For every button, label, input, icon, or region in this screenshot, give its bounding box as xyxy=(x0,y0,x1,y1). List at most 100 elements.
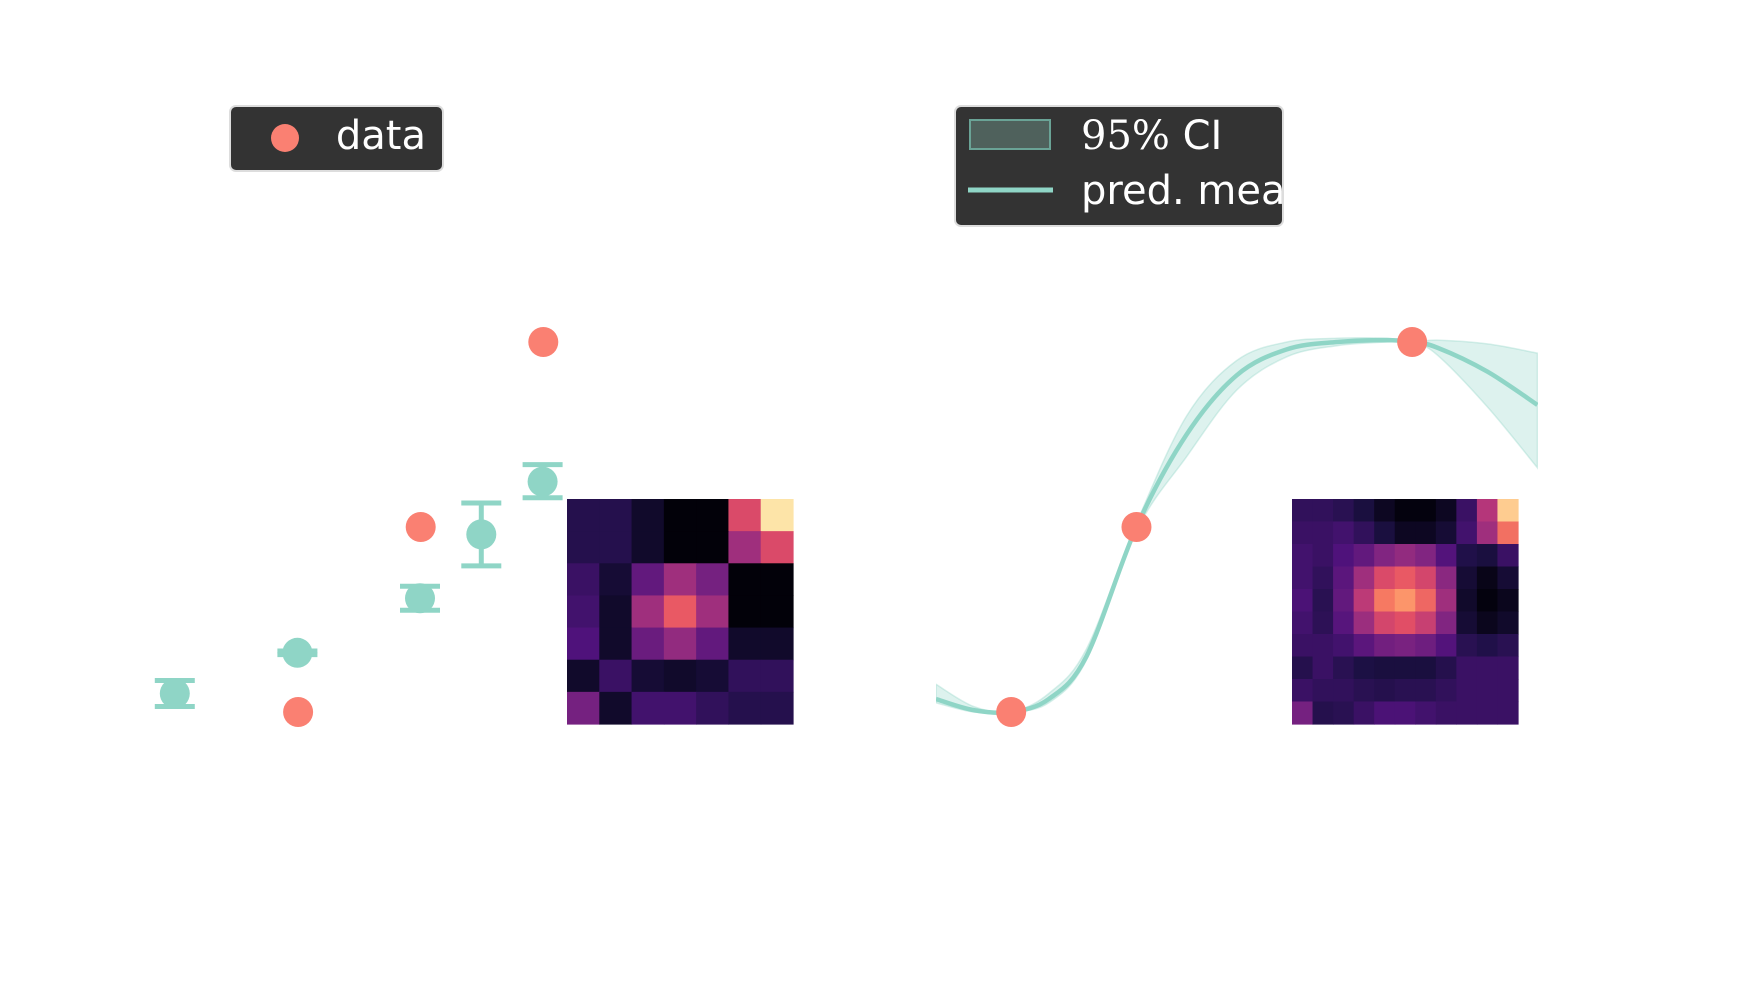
heatmap-cell xyxy=(599,691,633,725)
heatmap-cell xyxy=(728,563,762,597)
legend-box xyxy=(229,105,444,172)
heatmap-cell xyxy=(1497,679,1519,703)
heatmap-cell xyxy=(1456,521,1478,545)
heatmap-cell xyxy=(1312,611,1334,635)
data-point xyxy=(1121,512,1152,542)
legend-ci-label: 95% CI xyxy=(1081,113,1222,159)
heatmap-cell xyxy=(1374,701,1396,725)
heatmap-cell xyxy=(1333,521,1355,545)
legend-data-label: data xyxy=(336,113,426,159)
heatmap-cell xyxy=(1353,521,1375,545)
heatmap-cell xyxy=(1456,679,1478,703)
heatmap-cell xyxy=(1435,589,1457,613)
heatmap-cell xyxy=(1312,679,1334,703)
heatmap-cell xyxy=(1456,566,1478,590)
heatmap-cell xyxy=(1312,544,1334,568)
heatmap-cell xyxy=(1394,634,1416,658)
heatmap-cell xyxy=(1476,656,1499,680)
heatmap-cell xyxy=(663,499,697,532)
heatmap-cell xyxy=(1435,634,1457,658)
heatmap-cell xyxy=(1333,656,1355,680)
right-legend: 95% CI pred. mean xyxy=(954,105,1311,227)
left-panel: data xyxy=(154,105,794,727)
heatmap-cell xyxy=(1435,656,1457,680)
heatmap-cell xyxy=(1374,499,1396,523)
heatmap-cell xyxy=(631,627,665,661)
heatmap-cell xyxy=(1292,634,1314,658)
heatmap-cell xyxy=(1435,544,1457,568)
heatmap-cell xyxy=(1394,521,1416,545)
prediction-point xyxy=(527,466,558,497)
heatmap-cell xyxy=(760,531,794,564)
heatmap-cell xyxy=(567,595,600,629)
heatmap-cell xyxy=(1292,499,1314,523)
heatmap-cell xyxy=(696,691,730,725)
heatmap-cell xyxy=(1497,499,1519,523)
heatmap-cell xyxy=(1353,499,1375,523)
heatmap-cell xyxy=(1374,521,1396,545)
heatmap-cell xyxy=(1374,656,1396,680)
heatmap-cell xyxy=(728,595,762,629)
heatmap-cell xyxy=(1292,679,1314,703)
heatmap-cell xyxy=(1353,679,1375,703)
heatmap-cell xyxy=(1415,611,1437,635)
heatmap-cell xyxy=(696,627,730,661)
right-data-points xyxy=(996,327,1428,727)
prediction-point xyxy=(466,519,497,550)
heatmap-cell xyxy=(1333,566,1355,590)
heatmap-cell xyxy=(760,499,794,532)
heatmap-cell xyxy=(1415,679,1437,703)
heatmap-cell xyxy=(1312,701,1334,725)
heatmap-cell xyxy=(663,627,697,661)
heatmap-cell xyxy=(760,691,794,725)
heatmap-cell xyxy=(1415,589,1437,613)
heatmap-cell xyxy=(1374,589,1396,613)
heatmap-cell xyxy=(599,563,633,597)
heatmap-cell xyxy=(1353,701,1375,725)
prediction-point xyxy=(159,678,190,709)
heatmap-cell xyxy=(599,595,633,629)
heatmap-cell xyxy=(599,627,633,661)
data-point xyxy=(405,512,436,542)
heatmap-cell xyxy=(567,563,600,597)
heatmap-cell xyxy=(1394,499,1416,523)
heatmap-cell xyxy=(1353,544,1375,568)
heatmap-cell xyxy=(1333,499,1355,523)
heatmap-cell xyxy=(1456,634,1478,658)
heatmap-cell xyxy=(1312,566,1334,590)
data-point xyxy=(528,327,559,357)
heatmap-cell xyxy=(599,531,633,564)
heatmap-cell xyxy=(1476,634,1499,658)
heatmap-cell xyxy=(1312,656,1334,680)
heatmap-cell xyxy=(1435,611,1457,635)
heatmap-cell xyxy=(1312,589,1334,613)
heatmap-cell xyxy=(1312,521,1334,545)
heatmap-cell xyxy=(1456,544,1478,568)
heatmap-cell xyxy=(728,627,762,661)
heatmap-cell xyxy=(1292,544,1314,568)
heatmap-cell xyxy=(1353,634,1375,658)
left-inset-heatmap xyxy=(567,499,794,725)
prediction-point xyxy=(405,583,435,614)
heatmap-cell xyxy=(696,659,730,693)
heatmap-cell xyxy=(1456,656,1478,680)
heatmap-cell xyxy=(631,499,665,532)
heatmap-cell xyxy=(1394,566,1416,590)
heatmap-cell xyxy=(1497,589,1519,613)
heatmap-cell xyxy=(1353,656,1375,680)
legend-mean-label: pred. mean xyxy=(1081,168,1311,214)
heatmap-cell xyxy=(1435,701,1457,725)
heatmap-cell xyxy=(1333,701,1355,725)
heatmap-cell xyxy=(663,659,697,693)
heatmap-cell xyxy=(1292,566,1314,590)
heatmap-cell xyxy=(1415,544,1437,568)
heatmap-cell xyxy=(1415,656,1437,680)
heatmap-cell xyxy=(1456,499,1478,523)
heatmap-cell xyxy=(1292,589,1314,613)
heatmap-cell xyxy=(1394,611,1416,635)
heatmap-cell xyxy=(1374,634,1396,658)
heatmap-cell xyxy=(696,499,730,532)
heatmap-cell xyxy=(1333,634,1355,658)
heatmap-cell xyxy=(1456,701,1478,725)
heatmap-cell xyxy=(1497,544,1519,568)
